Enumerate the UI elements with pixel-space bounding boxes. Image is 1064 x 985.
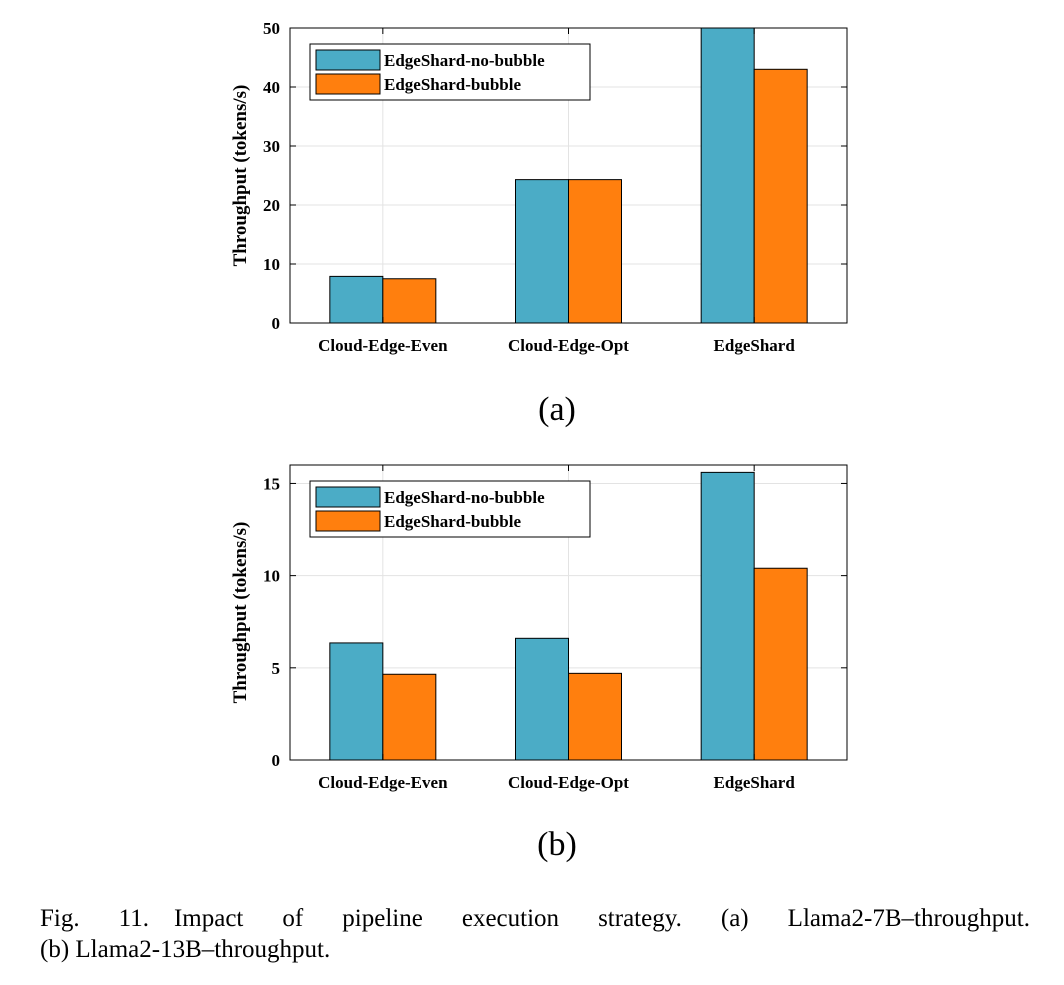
y-tick-label: 40 (263, 78, 280, 97)
y-tick-label: 20 (263, 196, 280, 215)
bar-no-bubble (515, 179, 569, 324)
caption-line-1: Fig. 11. Impact of pipeline execution st… (40, 905, 1030, 932)
y-axis-title: Throughput (tokens/s) (230, 522, 251, 704)
y-tick-label: 0 (272, 751, 281, 770)
x-category-label: Cloud-Edge-Even (318, 336, 448, 355)
caption-line-2: (b) Llama2-13B–throughput. (40, 936, 331, 963)
y-axis-title: Throughput (tokens/s) (230, 85, 251, 267)
y-tick-label: 10 (263, 255, 280, 274)
chart-a: 0 10 20 30 40 50 Cloud-Edge-Even Cloud-Edge-Op… (230, 19, 848, 428)
x-category-label: Cloud-Edge-Even (318, 773, 448, 792)
legend: EdgeShard-no-bubble EdgeShard-bubble (309, 43, 591, 101)
y-ticks: 0 10 20 30 40 50 (263, 19, 847, 333)
bar-bubble (568, 672, 622, 761)
bar-bubble (382, 673, 437, 761)
panel-label: (b) (537, 826, 577, 863)
legend-label-no-bubble: EdgeShard-no-bubble (384, 51, 545, 70)
bar-bubble (382, 278, 437, 324)
x-category-label: EdgeShard (714, 773, 796, 792)
bar-no-bubble (329, 642, 384, 761)
chart-b: 0 5 10 15 Cloud-Edge-Even Cloud-Edge-Opt Edge… (230, 464, 848, 863)
y-tick-label: 0 (272, 314, 281, 333)
legend-swatch-no-bubble (315, 486, 381, 508)
legend-label-bubble: EdgeShard-bubble (384, 512, 521, 531)
figure-caption: Fig. 11. Impact of pipeline execution st… (40, 903, 1030, 965)
bar-no-bubble (515, 637, 569, 761)
x-ticks: Cloud-Edge-Even Cloud-Edge-Opt EdgeShard (318, 28, 795, 355)
y-tick-label: 50 (263, 19, 280, 38)
x-category-label: EdgeShard (714, 336, 796, 355)
y-tick-label: 30 (263, 137, 280, 156)
legend-swatch-bubble (315, 73, 381, 95)
panel-label: (a) (538, 391, 576, 428)
bar-bubble (753, 567, 808, 761)
bars (329, 471, 808, 761)
y-tick-label: 15 (263, 474, 280, 493)
legend: EdgeShard-no-bubble EdgeShard-bubble (309, 480, 591, 538)
x-category-label: Cloud-Edge-Opt (508, 773, 629, 792)
bar-bubble (753, 68, 808, 324)
legend-swatch-no-bubble (315, 49, 381, 71)
y-ticks: 0 5 10 15 (263, 474, 847, 770)
bar-no-bubble (700, 27, 755, 324)
y-tick-label: 5 (272, 659, 281, 678)
bar-bubble (568, 179, 622, 324)
bar-no-bubble (700, 471, 755, 761)
legend-label-bubble: EdgeShard-bubble (384, 75, 521, 94)
bars (329, 27, 808, 324)
y-tick-label: 10 (263, 567, 280, 586)
legend-swatch-bubble (315, 510, 381, 532)
bar-no-bubble (329, 275, 384, 324)
legend-label-no-bubble: EdgeShard-no-bubble (384, 488, 545, 507)
x-ticks: Cloud-Edge-Even Cloud-Edge-Opt EdgeShard (318, 465, 795, 792)
x-category-label: Cloud-Edge-Opt (508, 336, 629, 355)
